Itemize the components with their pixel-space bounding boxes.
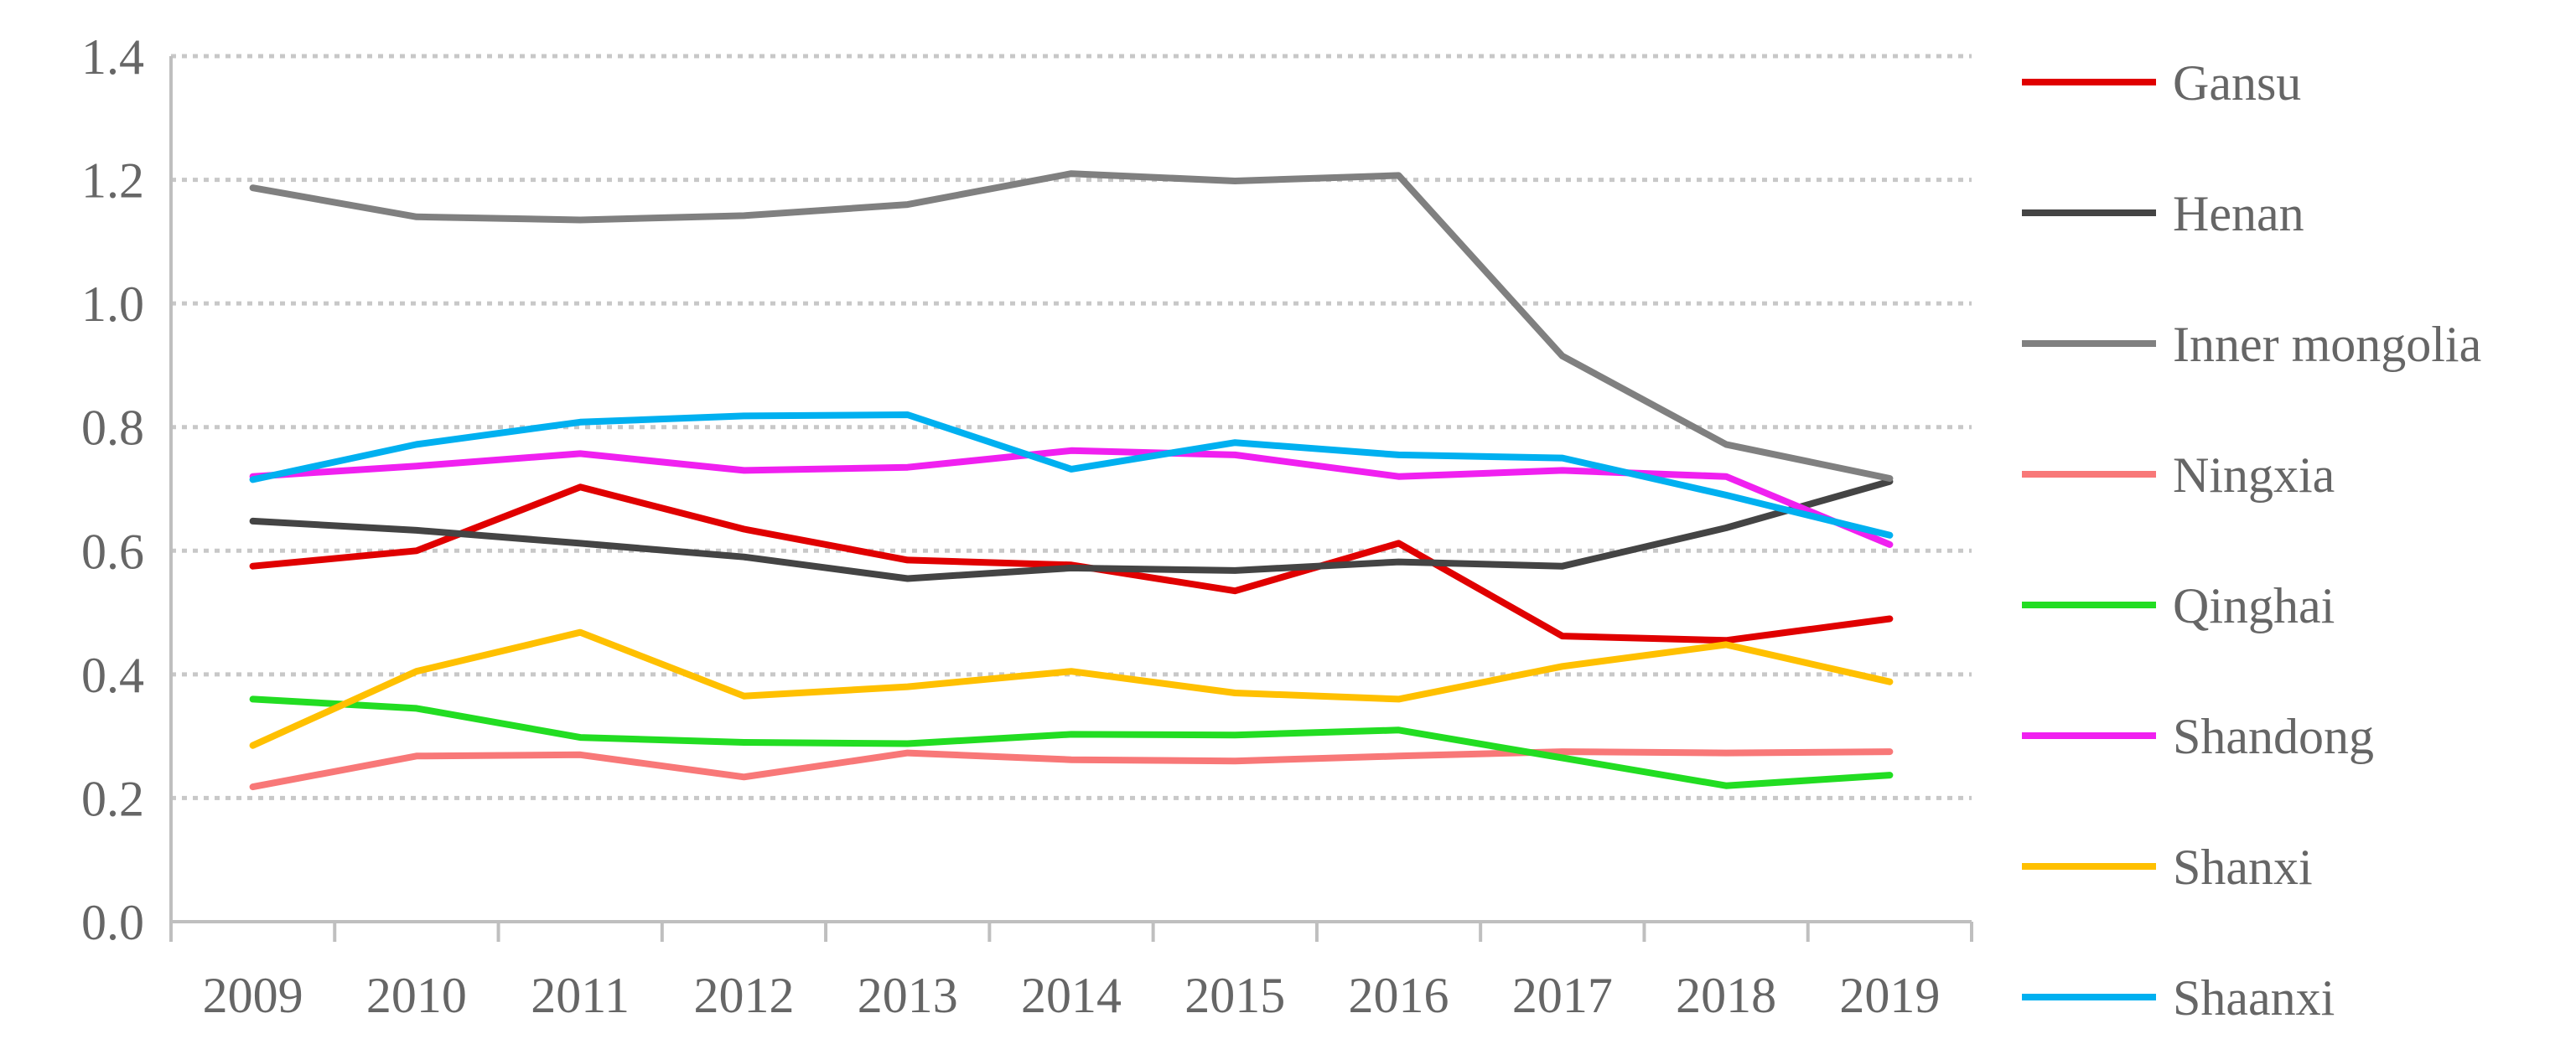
x-tick-label: 2010 — [366, 968, 467, 1023]
x-tick-label: 2011 — [531, 968, 630, 1023]
legend-item-ningxia: Ningxia — [2022, 447, 2335, 503]
legend-label: Ningxia — [2173, 447, 2335, 503]
legend-item-gansu: Gansu — [2022, 55, 2301, 111]
series-line-henan — [249, 478, 1894, 582]
y-tick-label: 1.4 — [81, 29, 144, 85]
series-line-gansu — [249, 483, 1894, 644]
x-tick-label: 2017 — [1512, 968, 1613, 1023]
y-tick-label: 0.4 — [81, 648, 144, 703]
legend-item-inner-mongolia: Inner mongolia — [2022, 317, 2481, 372]
legend-label: Henan — [2173, 186, 2304, 241]
legend-item-qinghai: Qinghai — [2022, 578, 2335, 633]
gridlines — [171, 54, 1972, 800]
legend-label: Qinghai — [2173, 578, 2335, 633]
series-line-ningxia — [249, 748, 1894, 791]
legend: Gansu Henan Inner mongolia Ningxia Qinghai Sh… — [2022, 55, 2481, 1026]
legend-label: Shanxi — [2173, 840, 2313, 895]
series-line-inner-mongolia — [249, 170, 1894, 482]
series-line-shandong — [249, 447, 1894, 548]
y-tick-label: 1.0 — [81, 277, 144, 332]
x-tick-label: 2019 — [1839, 968, 1940, 1023]
legend-label: Shandong — [2173, 709, 2374, 764]
x-tick-label: 2014 — [1021, 968, 1122, 1023]
legend-item-henan: Henan — [2022, 186, 2304, 241]
x-tick-label: 2009 — [203, 968, 303, 1023]
x-tick-label: 2015 — [1184, 968, 1285, 1023]
y-tick-label: 0.2 — [81, 771, 144, 826]
series-line-qinghai — [249, 695, 1894, 789]
y-tick-label: 0.6 — [81, 524, 144, 579]
axes: 0.0 0.2 0.4 0.6 0.8 1.0 1.2 1.4 2009 2010 2011 2012… — [81, 29, 1973, 1023]
legend-item-shanxi: Shanxi — [2022, 840, 2313, 895]
y-tick-label: 0.0 — [81, 895, 144, 950]
y-tick-label: 1.2 — [81, 153, 144, 209]
legend-item-shaanxi: Shaanxi — [2022, 970, 2335, 1026]
legend-label: Inner mongolia — [2173, 317, 2481, 372]
y-tick-label: 0.8 — [81, 401, 144, 456]
series-line-shaanxi — [249, 411, 1894, 539]
x-tick-label: 2016 — [1349, 968, 1449, 1023]
series-line-shanxi — [249, 628, 1894, 749]
x-tick-label: 2013 — [858, 968, 958, 1023]
legend-label: Shaanxi — [2173, 970, 2335, 1026]
x-tick-label: 2018 — [1676, 968, 1776, 1023]
series-lines — [249, 170, 1894, 791]
x-tick-label: 2012 — [693, 968, 794, 1023]
legend-label: Gansu — [2173, 55, 2301, 111]
legend-item-shandong: Shandong — [2022, 709, 2374, 764]
